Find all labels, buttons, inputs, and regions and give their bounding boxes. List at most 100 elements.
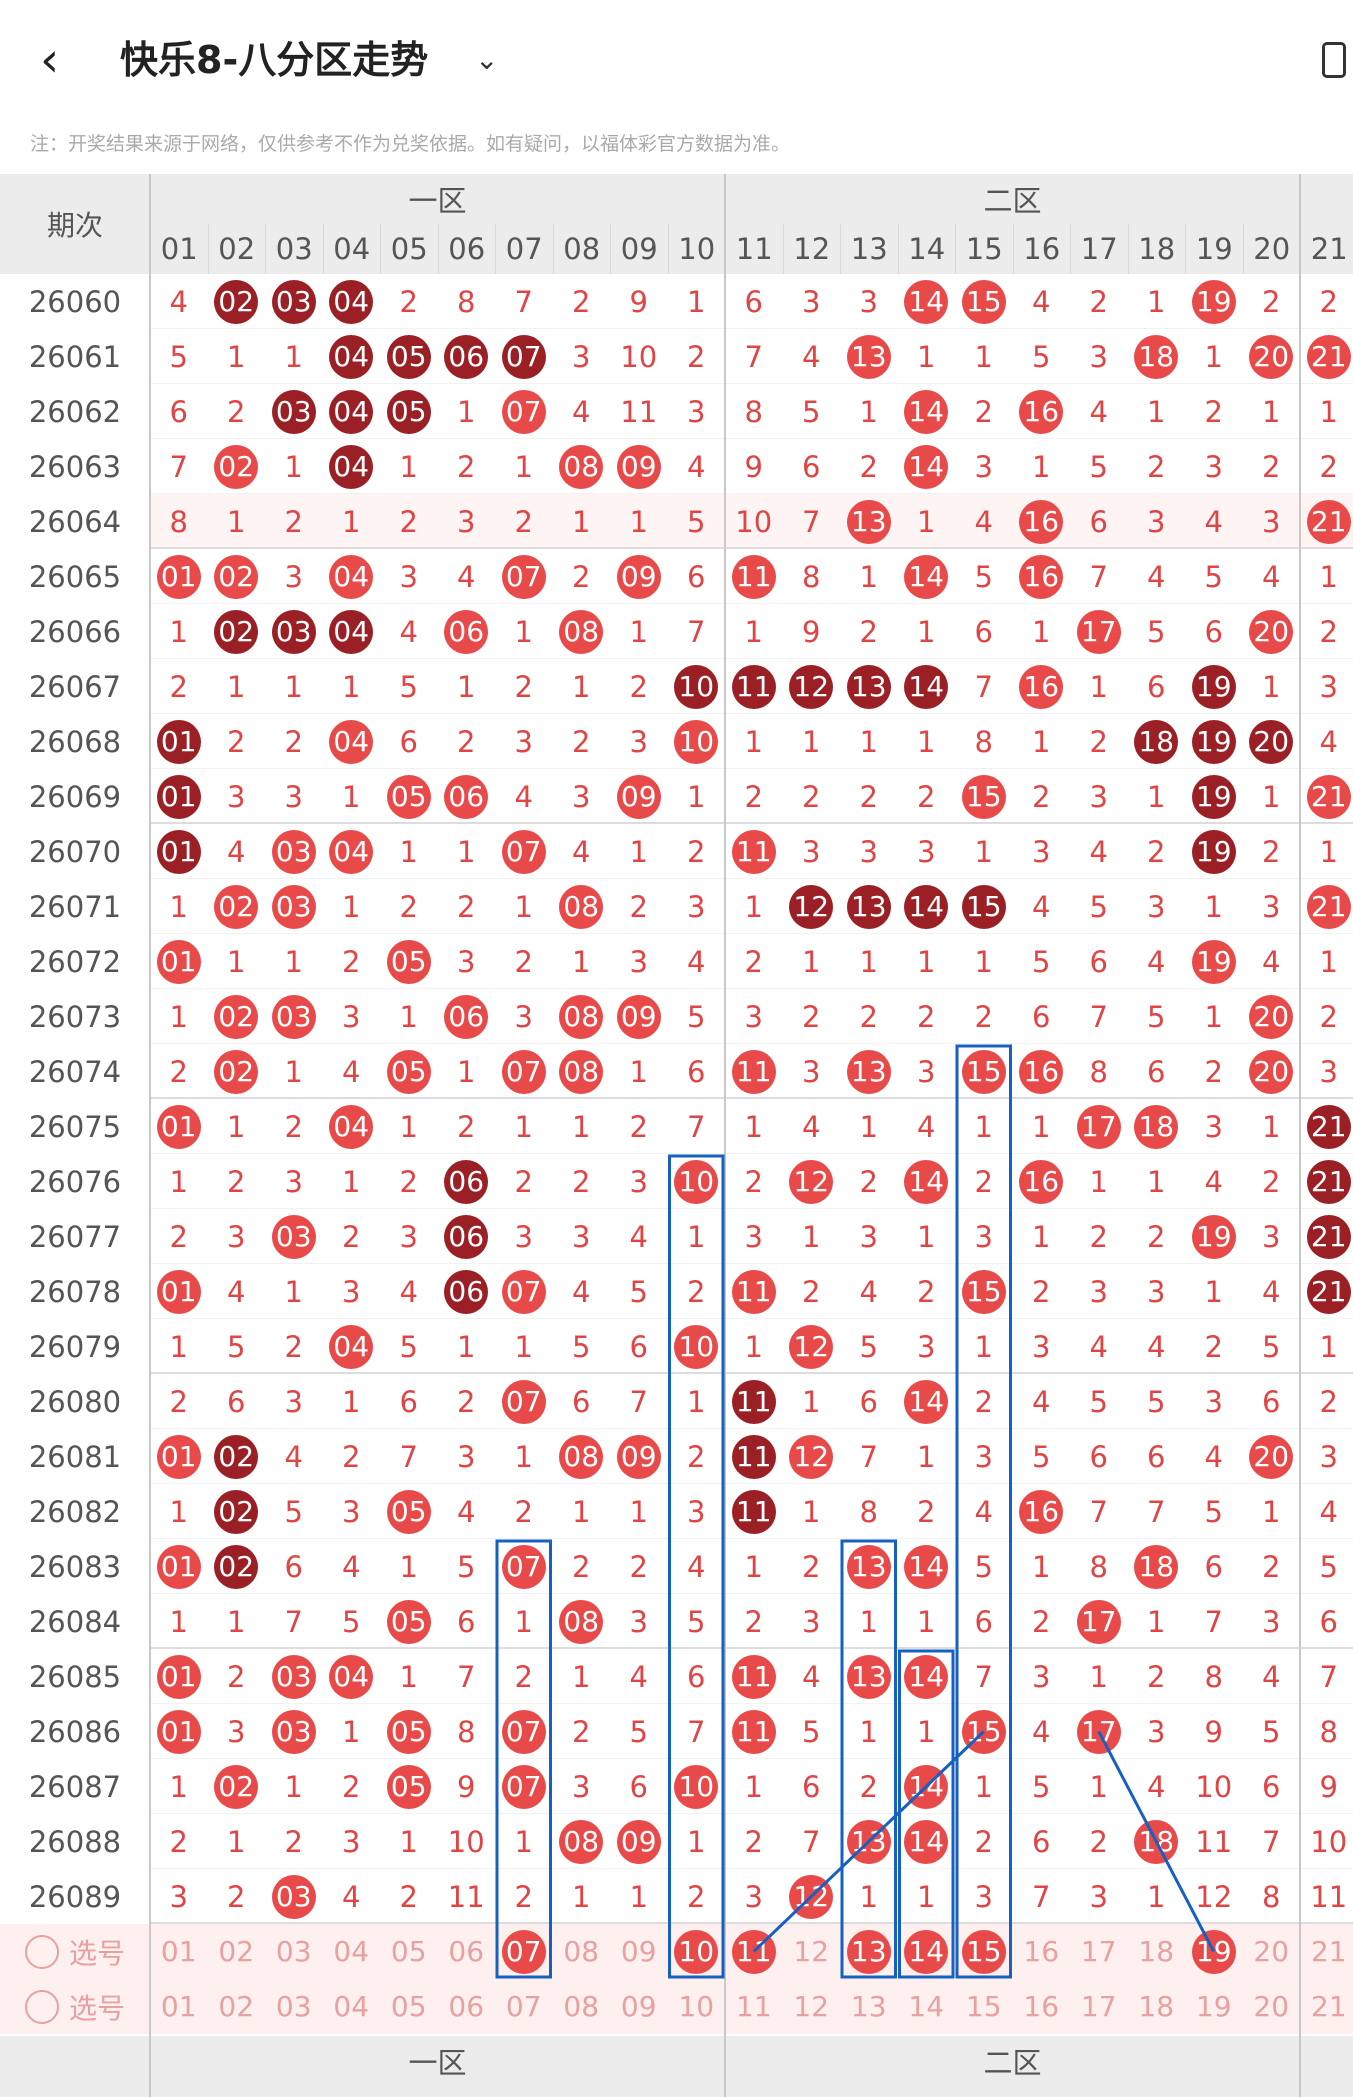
highlight-box: [668, 1154, 725, 1979]
select-number[interactable]: 13: [850, 1990, 887, 2023]
miss-count: 5: [687, 504, 706, 539]
miss-count: 1: [342, 1164, 361, 1199]
miss-count: 1: [744, 1769, 763, 1804]
miss-count: 2: [284, 504, 303, 539]
select-number[interactable]: 15: [965, 1990, 1002, 2023]
select-number[interactable]: 14: [908, 1990, 945, 2023]
hit-ball-dark: 02: [214, 1544, 259, 1589]
select-number[interactable]: 03: [275, 1935, 312, 1968]
miss-count: 1: [1147, 1164, 1166, 1199]
miss-count: 5: [1032, 1439, 1051, 1474]
radio-circle-icon[interactable]: [24, 1934, 59, 1969]
picked-ball[interactable]: 10: [674, 1929, 719, 1974]
select-number[interactable]: 09: [620, 1990, 657, 2023]
miss-count: 3: [974, 1879, 993, 1914]
select-number[interactable]: 10: [678, 1990, 715, 2023]
select-number[interactable]: 06: [448, 1990, 485, 2023]
period-cell: 26069: [0, 769, 150, 824]
table-row: [0, 1429, 1353, 1484]
hit-ball: 20: [1249, 1434, 1294, 1479]
miss-count: 1: [917, 614, 936, 649]
select-row-toggle[interactable]: 选号: [0, 1979, 150, 2034]
chevron-down-icon[interactable]: ⌄: [475, 43, 499, 76]
picked-ball[interactable]: 14: [904, 1929, 949, 1974]
select-number[interactable]: 02: [218, 1935, 255, 1968]
miss-count: 4: [1319, 724, 1338, 759]
miss-count: 3: [1204, 449, 1223, 484]
select-number[interactable]: 04: [333, 1990, 370, 2023]
select-number[interactable]: 17: [1080, 1990, 1117, 2023]
select-number[interactable]: 18: [1138, 1990, 1175, 2023]
miss-count: 3: [572, 779, 591, 814]
select-number[interactable]: 12: [793, 1935, 830, 1968]
miss-count: 2: [284, 1109, 303, 1144]
miss-count: 1: [399, 999, 418, 1034]
select-number[interactable]: 01: [160, 1935, 197, 1968]
picked-ball[interactable]: 07: [501, 1929, 546, 1974]
miss-count: 2: [514, 1494, 533, 1529]
miss-count: 1: [284, 339, 303, 374]
miss-count: 2: [744, 779, 763, 814]
miss-count: 6: [629, 1329, 648, 1364]
picked-ball[interactable]: 13: [846, 1929, 891, 1974]
select-number[interactable]: 18: [1138, 1935, 1175, 1968]
hit-ball: 07: [501, 1709, 546, 1754]
hit-ball: 02: [214, 1049, 259, 1094]
miss-count: 1: [572, 1659, 591, 1694]
select-number[interactable]: 05: [390, 1935, 427, 1968]
select-number[interactable]: 20: [1253, 1935, 1290, 1968]
miss-count: 2: [169, 1219, 188, 1254]
miss-count: 1: [227, 1109, 246, 1144]
select-number[interactable]: 11: [735, 1990, 772, 2023]
period-cell: 26087: [0, 1759, 150, 1814]
select-number[interactable]: 09: [620, 1935, 657, 1968]
select-number[interactable]: 17: [1080, 1935, 1117, 1968]
select-number[interactable]: 03: [275, 1990, 312, 2023]
back-arrow-icon[interactable]: ‹: [40, 32, 60, 88]
select-number[interactable]: 07: [505, 1990, 542, 2023]
miss-count: 3: [917, 1329, 936, 1364]
select-number[interactable]: 02: [218, 1990, 255, 2023]
select-row-toggle[interactable]: 选号: [0, 1924, 150, 1979]
miss-count: 1: [687, 1824, 706, 1859]
miss-count: 1: [227, 1824, 246, 1859]
miss-count: 7: [629, 1384, 648, 1419]
select-number[interactable]: 16: [1023, 1935, 1060, 1968]
hit-ball: 11: [731, 829, 776, 874]
select-number[interactable]: 21: [1310, 1990, 1347, 2023]
picked-ball[interactable]: 19: [1191, 1929, 1236, 1974]
select-number[interactable]: 04: [333, 1935, 370, 1968]
miss-count: 2: [342, 1769, 361, 1804]
hit-ball-dark: 05: [386, 389, 431, 434]
select-number[interactable]: 05: [390, 1990, 427, 2023]
picked-ball[interactable]: 15: [961, 1929, 1006, 1974]
hit-ball: 21: [1306, 884, 1351, 929]
period-header[interactable]: 期次: [0, 174, 150, 274]
select-number[interactable]: 08: [563, 1990, 600, 2023]
miss-count: 3: [1147, 504, 1166, 539]
select-number[interactable]: 12: [793, 1990, 830, 2023]
column-header: 12: [782, 224, 840, 274]
select-number[interactable]: 20: [1253, 1990, 1290, 2023]
hit-ball: 05: [386, 1489, 431, 1534]
select-number[interactable]: 08: [563, 1935, 600, 1968]
select-number[interactable]: 01: [160, 1990, 197, 2023]
radio-circle-icon[interactable]: [24, 1989, 59, 2024]
miss-count: 1: [974, 339, 993, 374]
miss-count: 5: [1032, 944, 1051, 979]
table-row: [0, 934, 1353, 989]
select-number[interactable]: 16: [1023, 1990, 1060, 2023]
select-number[interactable]: 06: [448, 1935, 485, 1968]
select-number[interactable]: 21: [1310, 1935, 1347, 1968]
miss-count: 5: [629, 1274, 648, 1309]
hit-ball: 14: [904, 1819, 949, 1864]
miss-count: 2: [687, 1439, 706, 1474]
miss-count: 7: [859, 1439, 878, 1474]
miss-count: 1: [514, 614, 533, 649]
hit-ball: 11: [731, 554, 776, 599]
select-number[interactable]: 19: [1195, 1990, 1232, 2023]
miss-count: 1: [629, 504, 648, 539]
phone-icon[interactable]: [1322, 42, 1346, 78]
miss-count: 1: [744, 1109, 763, 1144]
hit-ball-dark: 06: [444, 1159, 489, 1204]
